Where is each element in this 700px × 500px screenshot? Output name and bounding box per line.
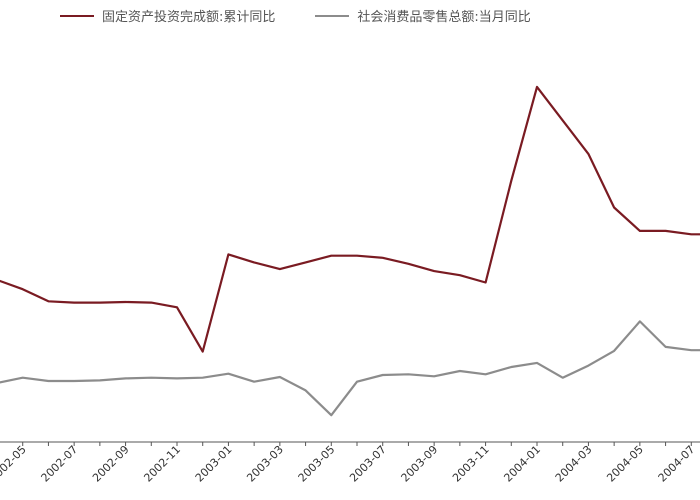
legend-item-fixed-investment: 固定资产投资完成额:累计同比 (60, 6, 275, 25)
legend-swatch-retail-sales (315, 14, 350, 17)
x-tick-label: 2002-05 (0, 443, 29, 485)
x-axis: 2002-05 2002-07 2002-09 2002-11 2003-01 2003-… (0, 441, 700, 485)
legend-label-retail-sales: 社会消费品零售总额:当月同比 (357, 10, 531, 25)
x-tick-label: 2002-11 (141, 443, 183, 485)
x-tick-label: 2004-03 (553, 443, 595, 485)
x-tick-label: 2003-09 (399, 443, 441, 485)
series-line-retail-sales (0, 320, 700, 417)
x-tick-label: 2002-07 (39, 443, 81, 485)
legend-label-fixed-investment: 固定资产投资完成额:累计同比 (102, 10, 276, 25)
x-tick-label: 2004-05 (604, 443, 646, 485)
legend: 固定资产投资完成额:累计同比 社会消费品零售总额:当月同比 (60, 6, 531, 25)
x-tick-label: 2004-01 (501, 443, 543, 485)
x-tick-label: 2003-05 (296, 443, 338, 485)
x-tick-label: 2004-07 (656, 443, 698, 485)
x-tick-label: 2003-03 (244, 443, 286, 485)
series-layer (0, 85, 700, 417)
legend-swatch-fixed-investment (60, 14, 94, 17)
x-tick-label: 2003-07 (347, 443, 389, 485)
x-tick-label: 2003-01 (193, 443, 235, 485)
series-line-fixed-investment (0, 85, 700, 353)
x-tick-label: 2003-11 (450, 443, 492, 485)
x-tick-label: 2002-09 (90, 443, 132, 485)
legend-item-retail-sales: 社会消费品零售总额:当月同比 (315, 6, 531, 25)
